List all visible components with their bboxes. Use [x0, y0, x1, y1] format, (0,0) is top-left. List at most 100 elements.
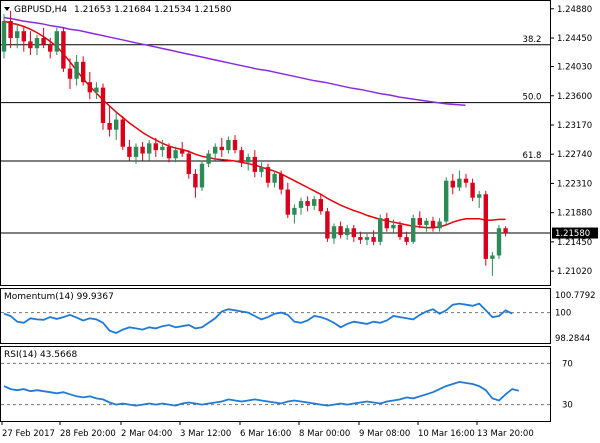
candle-bull — [1, 21, 7, 52]
current-price-label: 1.21580 — [555, 229, 590, 239]
candle-bull — [15, 31, 20, 39]
momentum-panel[interactable] — [0, 288, 551, 344]
candle-bull — [378, 218, 383, 242]
candle-bear — [166, 146, 172, 159]
candle-bull — [411, 218, 416, 242]
candle-bear — [318, 199, 323, 212]
candle-bull — [74, 61, 79, 79]
momentum-line-group — [1, 302, 550, 334]
candle-bear — [219, 146, 224, 151]
candle-bull — [54, 31, 59, 52]
rsi-tick-label: 30 — [562, 401, 573, 411]
candle-bear — [384, 218, 389, 229]
candle-bear — [193, 173, 198, 188]
candle-bear — [87, 82, 92, 93]
candle-bull — [272, 173, 277, 183]
momentum-tick-label: 100 — [555, 309, 571, 319]
time-tick-label: 2 Mar 04:00 — [121, 429, 172, 439]
price-tick-label: 1.24030 — [557, 63, 592, 73]
sma-slow-line — [3, 16, 466, 107]
candle-bull — [173, 150, 178, 159]
candle-bull — [437, 221, 442, 229]
candle-bull — [391, 224, 396, 229]
candle-bear — [351, 228, 356, 238]
candle-bear — [100, 87, 106, 123]
candle-bear — [463, 178, 469, 183]
candle-bull — [312, 199, 317, 206]
price-tick-label: 1.21020 — [557, 267, 592, 277]
price-tick-label: 1.21880 — [557, 209, 592, 219]
candle-bear — [81, 61, 86, 83]
candle-bull — [457, 178, 462, 188]
candle-bull — [298, 201, 304, 208]
candle-bear — [21, 31, 26, 42]
candle-bull — [160, 146, 165, 151]
candle-bear — [285, 189, 290, 215]
candle-bear — [239, 150, 244, 163]
price-tick-label: 1.24450 — [557, 34, 592, 44]
candle-bull — [246, 156, 251, 163]
y-axis-labels: 1.24880 1.24450 1.24030 1.23600 1.23170 1.227… — [550, 5, 596, 411]
fib-level-label: 50.0 — [523, 93, 542, 103]
chart-menu-triangle-icon[interactable] — [4, 7, 10, 11]
candle-bear — [470, 182, 475, 198]
candle-bear — [252, 156, 257, 172]
price-panel[interactable] — [0, 0, 551, 286]
time-tick-label: 13 Mar 20:00 — [477, 429, 534, 439]
candle-bull — [206, 153, 211, 164]
candle-bear — [397, 224, 403, 238]
candle-bull — [226, 139, 231, 151]
candle-bull — [490, 255, 495, 259]
candle-bear — [371, 237, 376, 242]
candle-bull — [331, 226, 337, 239]
candle-bear — [28, 41, 33, 49]
candle-bear — [338, 226, 343, 236]
horizontal-levels: 38.2 50.0 61.8 — [1, 35, 550, 234]
time-tick-label: 27 Feb 2017 — [2, 429, 55, 439]
fib-level-label: 38.2 — [523, 35, 542, 45]
candle-bull — [292, 207, 297, 215]
current-price-label-bg — [552, 227, 598, 239]
candle-bear — [305, 201, 310, 206]
rsi-line-group — [1, 362, 550, 407]
candle-bear — [325, 211, 330, 239]
rsi-title: RSI(14) 43.5668 — [4, 350, 77, 360]
candle-bull — [444, 180, 449, 222]
rsi-tick-label: 70 — [562, 359, 573, 369]
candle-bear — [404, 237, 409, 242]
momentum-title: Momentum(14) 99.9367 — [4, 292, 114, 302]
time-tick-label: 3 Mar 12:00 — [180, 429, 231, 439]
sma-fast-line — [3, 20, 506, 229]
candle-bull — [364, 237, 370, 240]
price-tick-label: 1.22740 — [557, 150, 592, 160]
time-tick-label: 6 Mar 16:00 — [240, 429, 291, 439]
candle-bull — [496, 228, 502, 256]
candle-bear — [358, 237, 363, 240]
price-tick-label: 1.24880 — [557, 5, 592, 15]
candle-bear — [120, 119, 125, 147]
time-tick-label: 10 Mar 16:00 — [418, 429, 475, 439]
candle-bear — [107, 122, 112, 130]
fib-level-label: 61.8 — [523, 151, 542, 161]
candle-bear — [279, 173, 284, 190]
candle-bear — [180, 150, 185, 154]
candle-bull — [259, 167, 264, 172]
rsi-panel[interactable] — [0, 346, 551, 422]
candle-bull — [114, 119, 119, 130]
time-tick-label: 28 Feb 20:00 — [60, 429, 116, 439]
price-tick-label: 1.21450 — [557, 238, 592, 248]
price-tick-label: 1.23600 — [557, 92, 592, 102]
candle-bear — [186, 153, 191, 174]
candle-bull — [34, 38, 40, 49]
candle-bear — [265, 167, 271, 183]
candle-bull — [147, 143, 152, 154]
candle-bear — [8, 21, 13, 39]
candle-bull — [213, 146, 218, 154]
momentum-line — [3, 302, 513, 334]
momentum-tick-label: 98.2844 — [555, 334, 590, 344]
x-axis-labels: 27 Feb 2017 28 Feb 20:00 2 Mar 04:00 3 Mar … — [1, 421, 534, 439]
candle-bear — [232, 139, 238, 151]
time-tick-label: 8 Mar 00:00 — [299, 429, 350, 439]
candle-bear — [41, 38, 46, 45]
